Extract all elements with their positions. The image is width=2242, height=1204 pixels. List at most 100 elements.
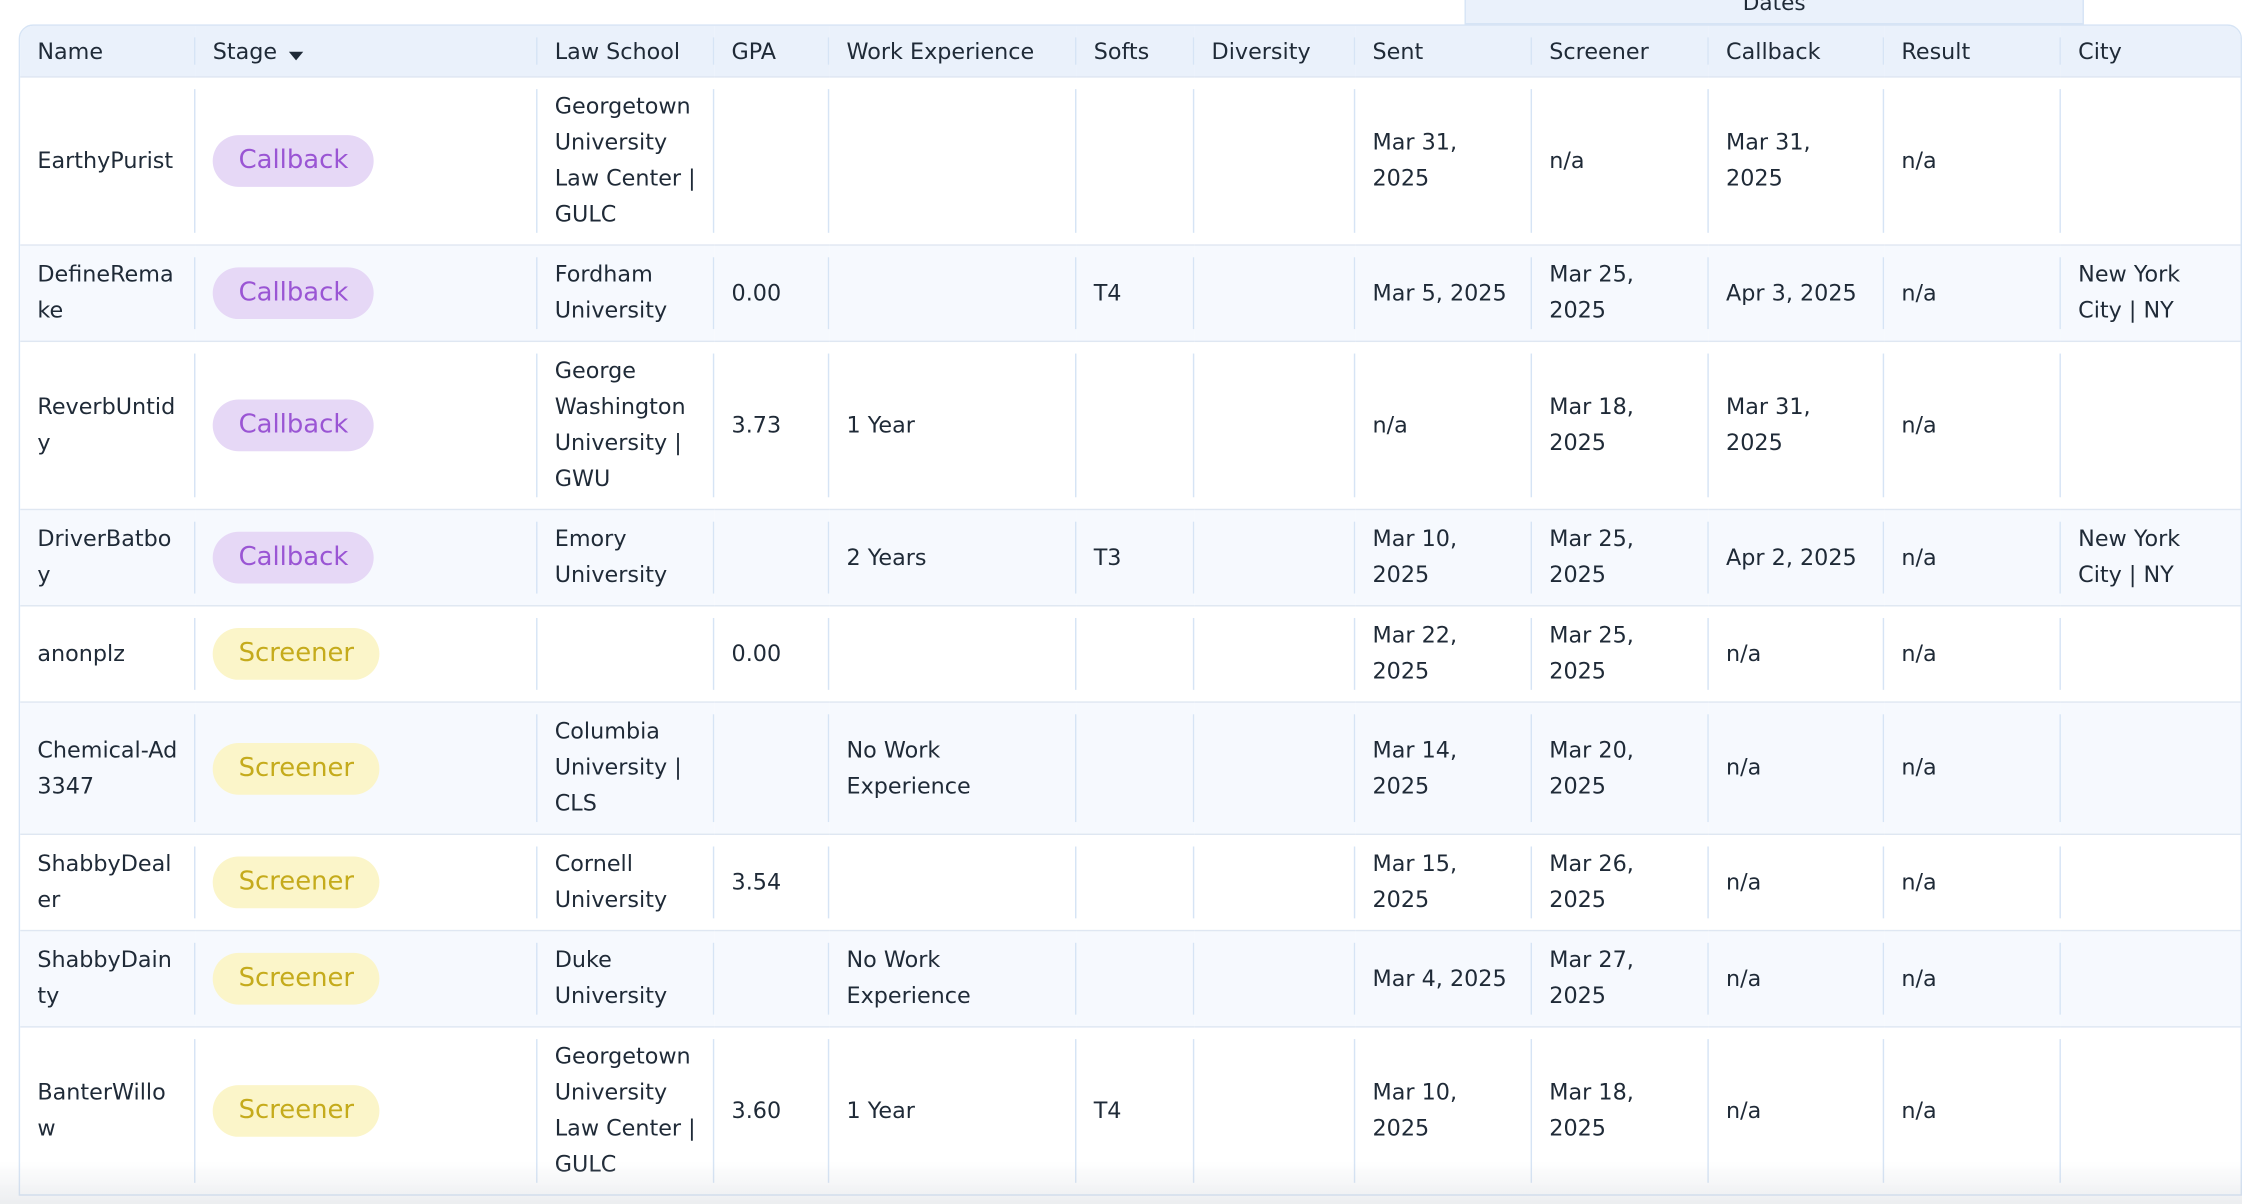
column-header[interactable]: Name <box>20 25 196 77</box>
callback-text: n/a <box>1726 1097 1762 1124</box>
callback-cell: n/a <box>1708 605 1885 703</box>
name-cell: EarthyPurist <box>20 76 196 246</box>
result-cell: n/a <box>1884 929 2061 1027</box>
gpa-cell: 0.00 <box>714 244 830 342</box>
school-text: Emory University <box>554 526 668 588</box>
table-row[interactable]: ReverbUntidy Callback George Washington Un… <box>20 340 2241 510</box>
column-header[interactable]: GPA <box>714 25 830 77</box>
work-cell: 1 Year <box>829 1026 1077 1195</box>
city-cell <box>2060 76 2241 246</box>
softs-cell <box>1076 929 1195 1027</box>
school-text: Georgetown University Law Center | GULC <box>554 1043 696 1178</box>
callback-cell: Apr 3, 2025 <box>1708 244 1885 342</box>
column-label: Screener <box>1549 38 1649 64</box>
school-cell: Fordham University <box>537 244 715 342</box>
table-row[interactable]: Chemical-Ad3347 Screener Columbia Universi… <box>20 701 2241 835</box>
city-cell <box>2060 1026 2241 1195</box>
table-row[interactable]: ShabbyDealer Screener Cornell University 3.… <box>20 833 2241 931</box>
name-text: BanterWillow <box>37 1079 166 1142</box>
screener-cell: Mar 25, 2025 <box>1532 244 1709 342</box>
column-label: Softs <box>1093 38 1150 64</box>
screener-cell: Mar 25, 2025 <box>1532 508 1709 606</box>
result-text: n/a <box>1901 754 1937 781</box>
column-header[interactable]: City <box>2060 25 2241 77</box>
result-cell: n/a <box>1884 76 2061 246</box>
stage-pill: Screener <box>212 742 380 795</box>
column-header[interactable]: Diversity <box>1194 25 1356 77</box>
table-row[interactable]: anonplz Screener 0.00 Mar 22, 2025 Mar 25, 2… <box>20 605 2241 703</box>
result-text: n/a <box>1901 543 1937 570</box>
column-header[interactable]: Law School <box>537 25 715 77</box>
result-text: n/a <box>1901 147 1937 174</box>
table-row[interactable]: EarthyPurist Callback Georgetown Universit… <box>20 76 2241 246</box>
name-cell: DefineRemake <box>20 244 196 342</box>
stage-pill: Callback <box>212 267 375 320</box>
result-cell: n/a <box>1884 1026 2061 1195</box>
work-text: No Work Experience <box>846 736 971 799</box>
softs-cell <box>1076 701 1195 835</box>
school-cell: Emory University <box>537 508 715 606</box>
stage-cell: Screener <box>195 929 538 1027</box>
column-label: City <box>2078 38 2122 64</box>
sent-text: Mar 5, 2025 <box>1372 279 1507 306</box>
school-text: Fordham University <box>554 261 668 324</box>
screener-text: Mar 27, 2025 <box>1549 947 1634 1009</box>
column-header[interactable]: Work Experience <box>829 25 1077 77</box>
sent-cell: Mar 14, 2025 <box>1355 701 1533 835</box>
school-cell <box>537 605 715 703</box>
stage-cell: Callback <box>195 76 538 246</box>
column-header[interactable]: Softs <box>1076 25 1195 77</box>
callback-text: n/a <box>1726 640 1762 667</box>
name-text: ReverbUntidy <box>37 393 176 456</box>
table-container: Name Stage Law School GPA Work Experience Sof… <box>18 24 2242 1196</box>
school-cell: George Washington University | GWU <box>537 340 715 510</box>
stage-pill: Screener <box>212 1085 380 1137</box>
work-cell <box>829 244 1077 342</box>
column-header[interactable]: Result <box>1884 25 2061 77</box>
screener-text: Mar 20, 2025 <box>1549 736 1634 799</box>
name-cell: BanterWillow <box>20 1026 196 1195</box>
gpa-cell <box>714 508 830 606</box>
school-text: Columbia University | CLS <box>554 718 682 817</box>
column-header[interactable]: Stage <box>195 25 538 77</box>
table-row[interactable]: DefineRemake Callback Fordham University 0.… <box>20 244 2241 342</box>
gpa-text: 3.54 <box>731 868 782 895</box>
column-header[interactable]: Screener <box>1532 25 1709 77</box>
column-header[interactable]: Sent <box>1355 25 1533 77</box>
column-header[interactable]: Callback <box>1708 25 1885 77</box>
school-cell: Duke University <box>537 929 715 1027</box>
screener-cell: Mar 26, 2025 <box>1532 833 1709 931</box>
work-cell <box>829 76 1077 246</box>
name-cell: ShabbyDainty <box>20 929 196 1027</box>
city-cell: New York City | NY <box>2060 244 2241 342</box>
name-cell: ShabbyDealer <box>20 833 196 931</box>
callback-cell: Mar 31, 2025 <box>1708 340 1885 510</box>
column-label: Result <box>1901 38 1971 64</box>
softs-text: T4 <box>1093 279 1122 306</box>
table-row[interactable]: ShabbyDainty Screener Duke University No Wo… <box>20 929 2241 1027</box>
city-cell: New York City | NY <box>2060 508 2241 606</box>
screener-cell: Mar 27, 2025 <box>1532 929 1709 1027</box>
callback-text: Mar 31, 2025 <box>1726 393 1811 456</box>
work-text: 1 Year <box>846 1097 915 1124</box>
callback-cell: n/a <box>1708 1026 1885 1195</box>
gpa-cell: 0.00 <box>714 605 830 703</box>
work-cell: 2 Years <box>829 508 1077 606</box>
stage-cell: Screener <box>195 605 538 703</box>
sent-cell: Mar 22, 2025 <box>1355 605 1533 703</box>
sent-text: Mar 10, 2025 <box>1372 526 1458 588</box>
table-row[interactable]: BanterWillow Screener Georgetown Universit… <box>20 1026 2241 1195</box>
result-cell: n/a <box>1884 605 2061 703</box>
gpa-cell <box>714 76 830 246</box>
column-label: Work Experience <box>846 38 1035 64</box>
school-cell: Columbia University | CLS <box>537 701 715 835</box>
stage-pill: Callback <box>212 399 375 452</box>
screener-text: Mar 25, 2025 <box>1549 526 1634 588</box>
school-text: Duke University <box>554 947 668 1009</box>
sent-text: Mar 31, 2025 <box>1372 129 1458 192</box>
table-row[interactable]: DriverBatboy Callback Emory University 2 Ye… <box>20 508 2241 606</box>
diversity-cell <box>1194 76 1356 246</box>
softs-cell: T4 <box>1076 1026 1195 1195</box>
stage-pill: Callback <box>212 135 375 187</box>
